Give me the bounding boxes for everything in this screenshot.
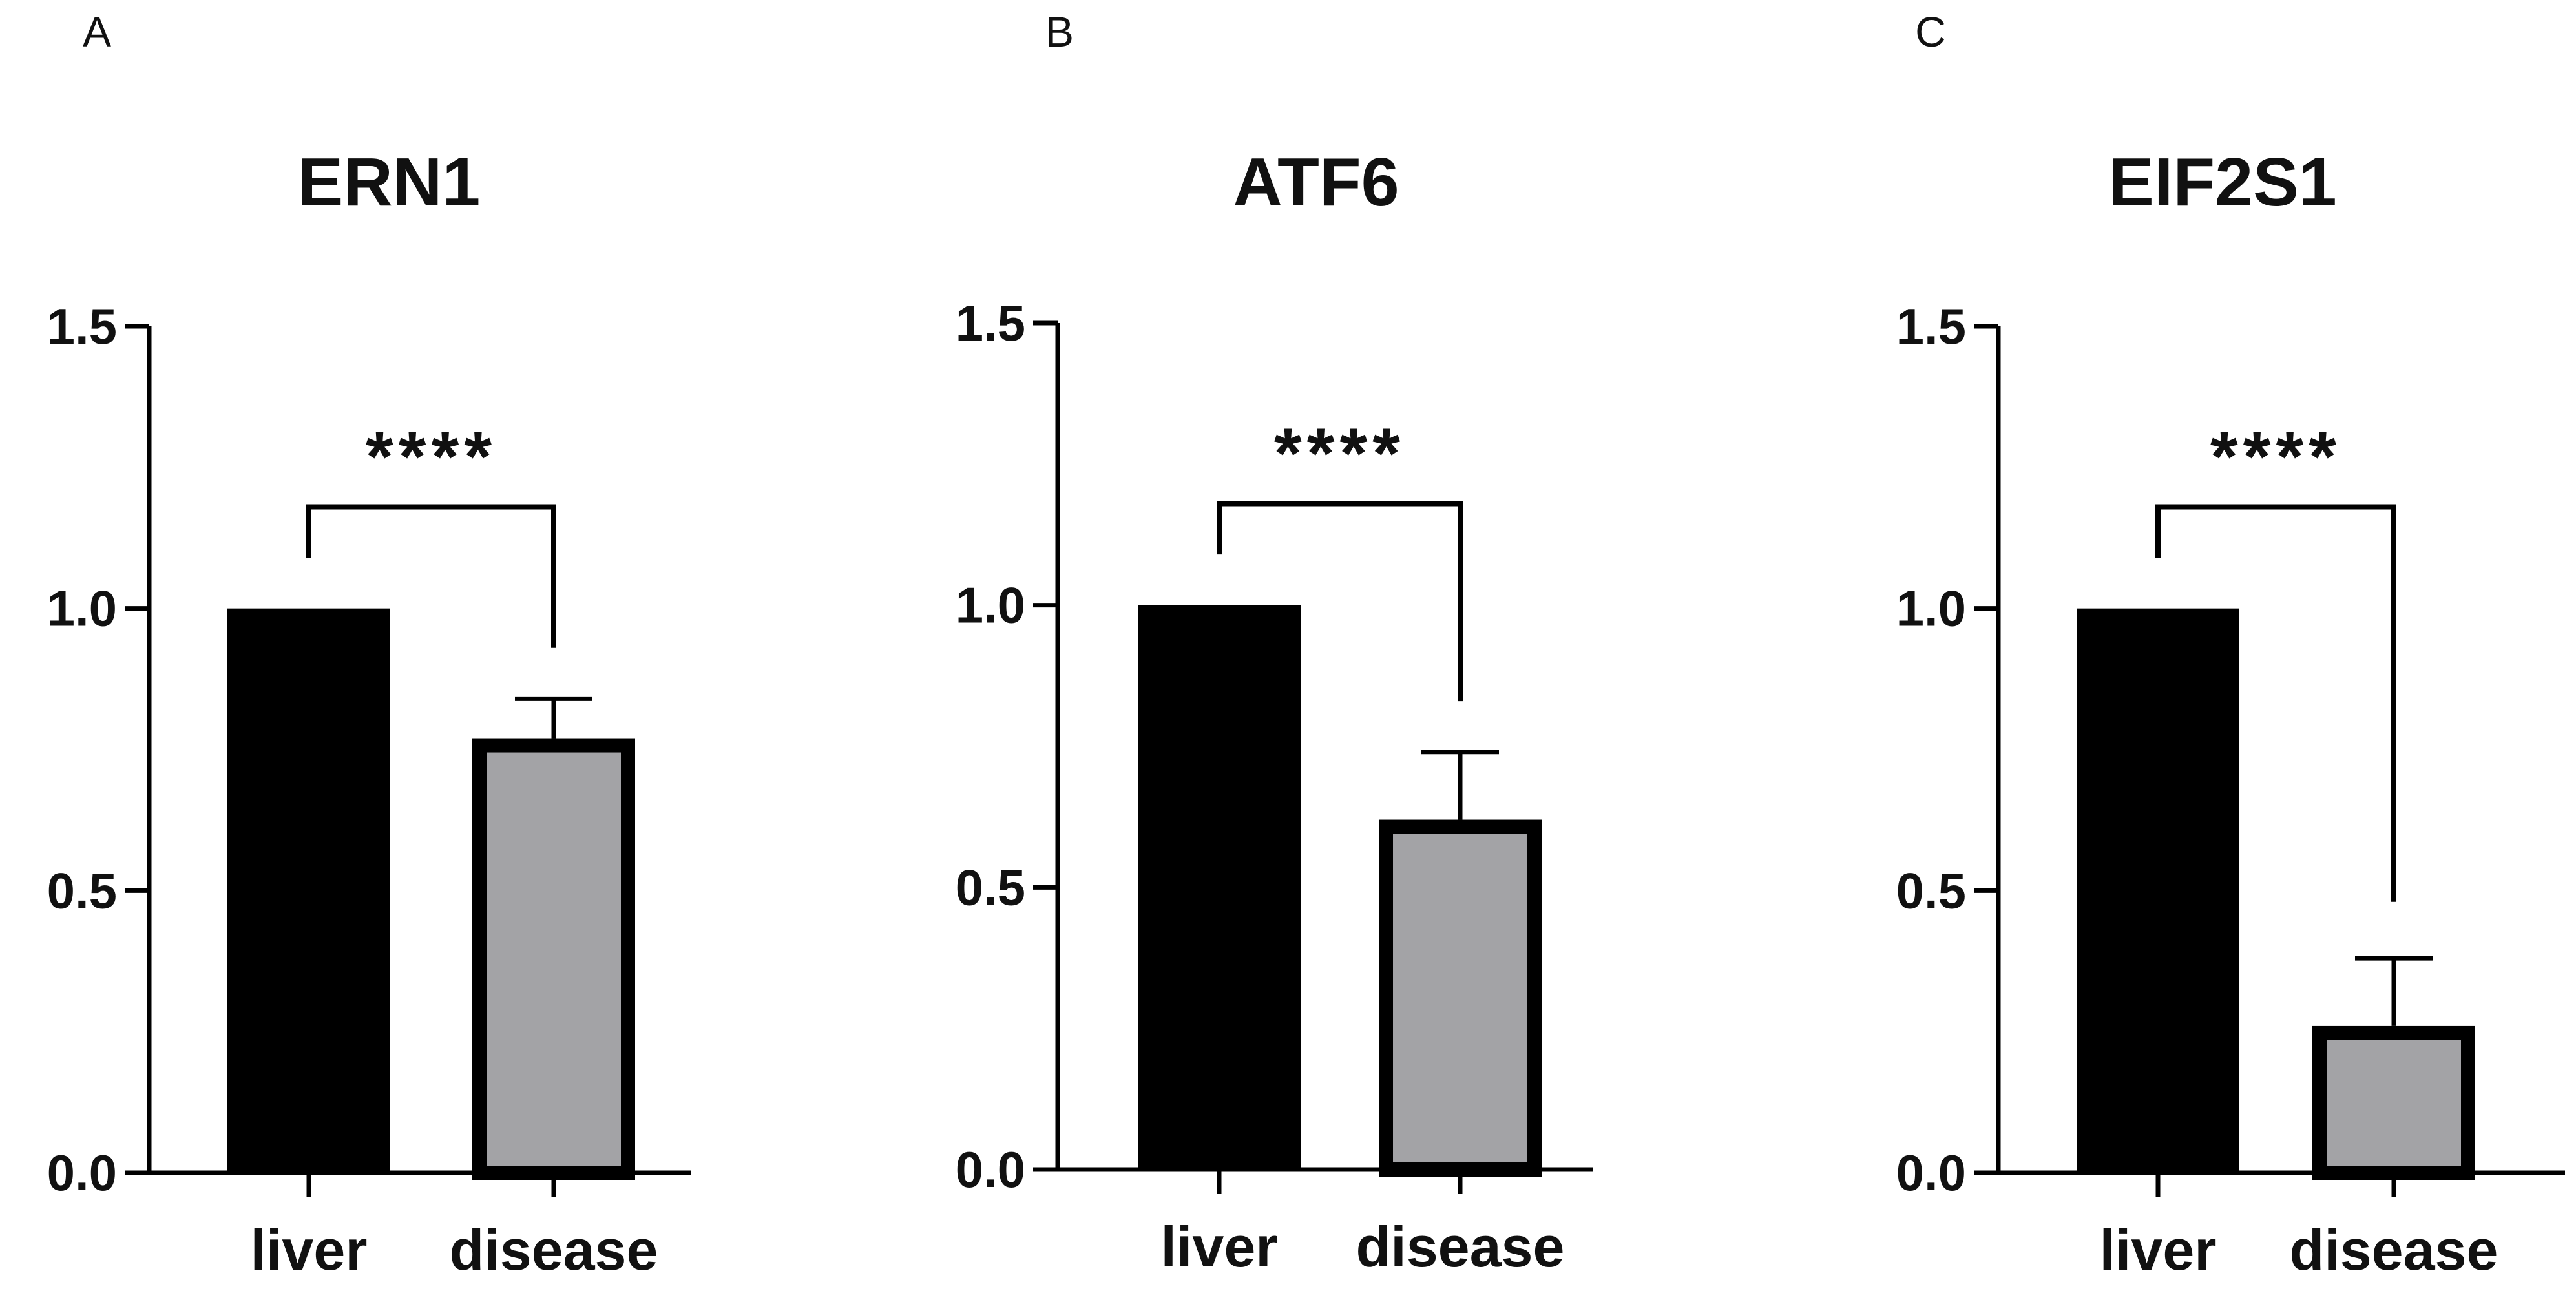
y-tick-label: 1.5 (47, 298, 117, 355)
significance-bracket (306, 504, 556, 648)
y-tick-label: 1.0 (956, 577, 1025, 634)
y-tick-label: 1.5 (1896, 298, 1966, 355)
x-tick-label-disease: disease (1356, 1215, 1565, 1279)
bar-liver (227, 608, 390, 1173)
y-tick-label: 0.5 (956, 859, 1025, 916)
significance-bracket (1217, 501, 1463, 702)
bar-liver (2077, 608, 2239, 1173)
x-tick-label-liver: liver (250, 1218, 367, 1282)
x-tick-label-liver: liver (1160, 1215, 1277, 1279)
chart-title: EIF2S1 (2108, 144, 2337, 220)
x-tick-label-liver: liver (2099, 1218, 2216, 1282)
y-tick-label: 1.5 (956, 295, 1025, 352)
y-tick-label: 0.5 (1896, 862, 1966, 919)
bar-disease (2312, 1025, 2475, 1181)
panel-letter: A (83, 8, 111, 56)
x-tick-label-disease: disease (450, 1218, 658, 1282)
x-tick-label-disease: disease (2290, 1218, 2498, 1282)
chart-title: ERN1 (298, 144, 481, 220)
y-tick-label: 1.0 (1896, 580, 1966, 637)
chart-title: ATF6 (1233, 144, 1399, 220)
significance-label: **** (366, 417, 497, 496)
y-tick-label: 0.0 (956, 1141, 1025, 1198)
chart-panel-a: A ERN1 0.0 0.5 1.0 1.5 liver disease **** (47, 8, 691, 1282)
panel-letter: C (1915, 8, 1946, 56)
significance-bracket (2155, 504, 2396, 902)
y-tick-label: 1.0 (47, 580, 117, 637)
y-tick-label: 0.0 (1896, 1144, 1966, 1201)
panel-letter: B (1045, 8, 1074, 56)
bar-disease (472, 738, 635, 1180)
chart-panel-b: B ATF6 0.0 0.5 1.0 1.5 liver disease **** (956, 8, 1593, 1279)
bar-disease (1379, 819, 1542, 1177)
significance-label: **** (1274, 414, 1405, 493)
y-tick-label: 0.5 (47, 862, 117, 919)
y-tick-label: 0.0 (47, 1144, 117, 1201)
significance-label: **** (2210, 417, 2341, 496)
bar-liver (1138, 605, 1301, 1170)
chart-panel-c: C EIF2S1 0.0 0.5 1.0 1.5 liver disease **** (1896, 8, 2565, 1282)
